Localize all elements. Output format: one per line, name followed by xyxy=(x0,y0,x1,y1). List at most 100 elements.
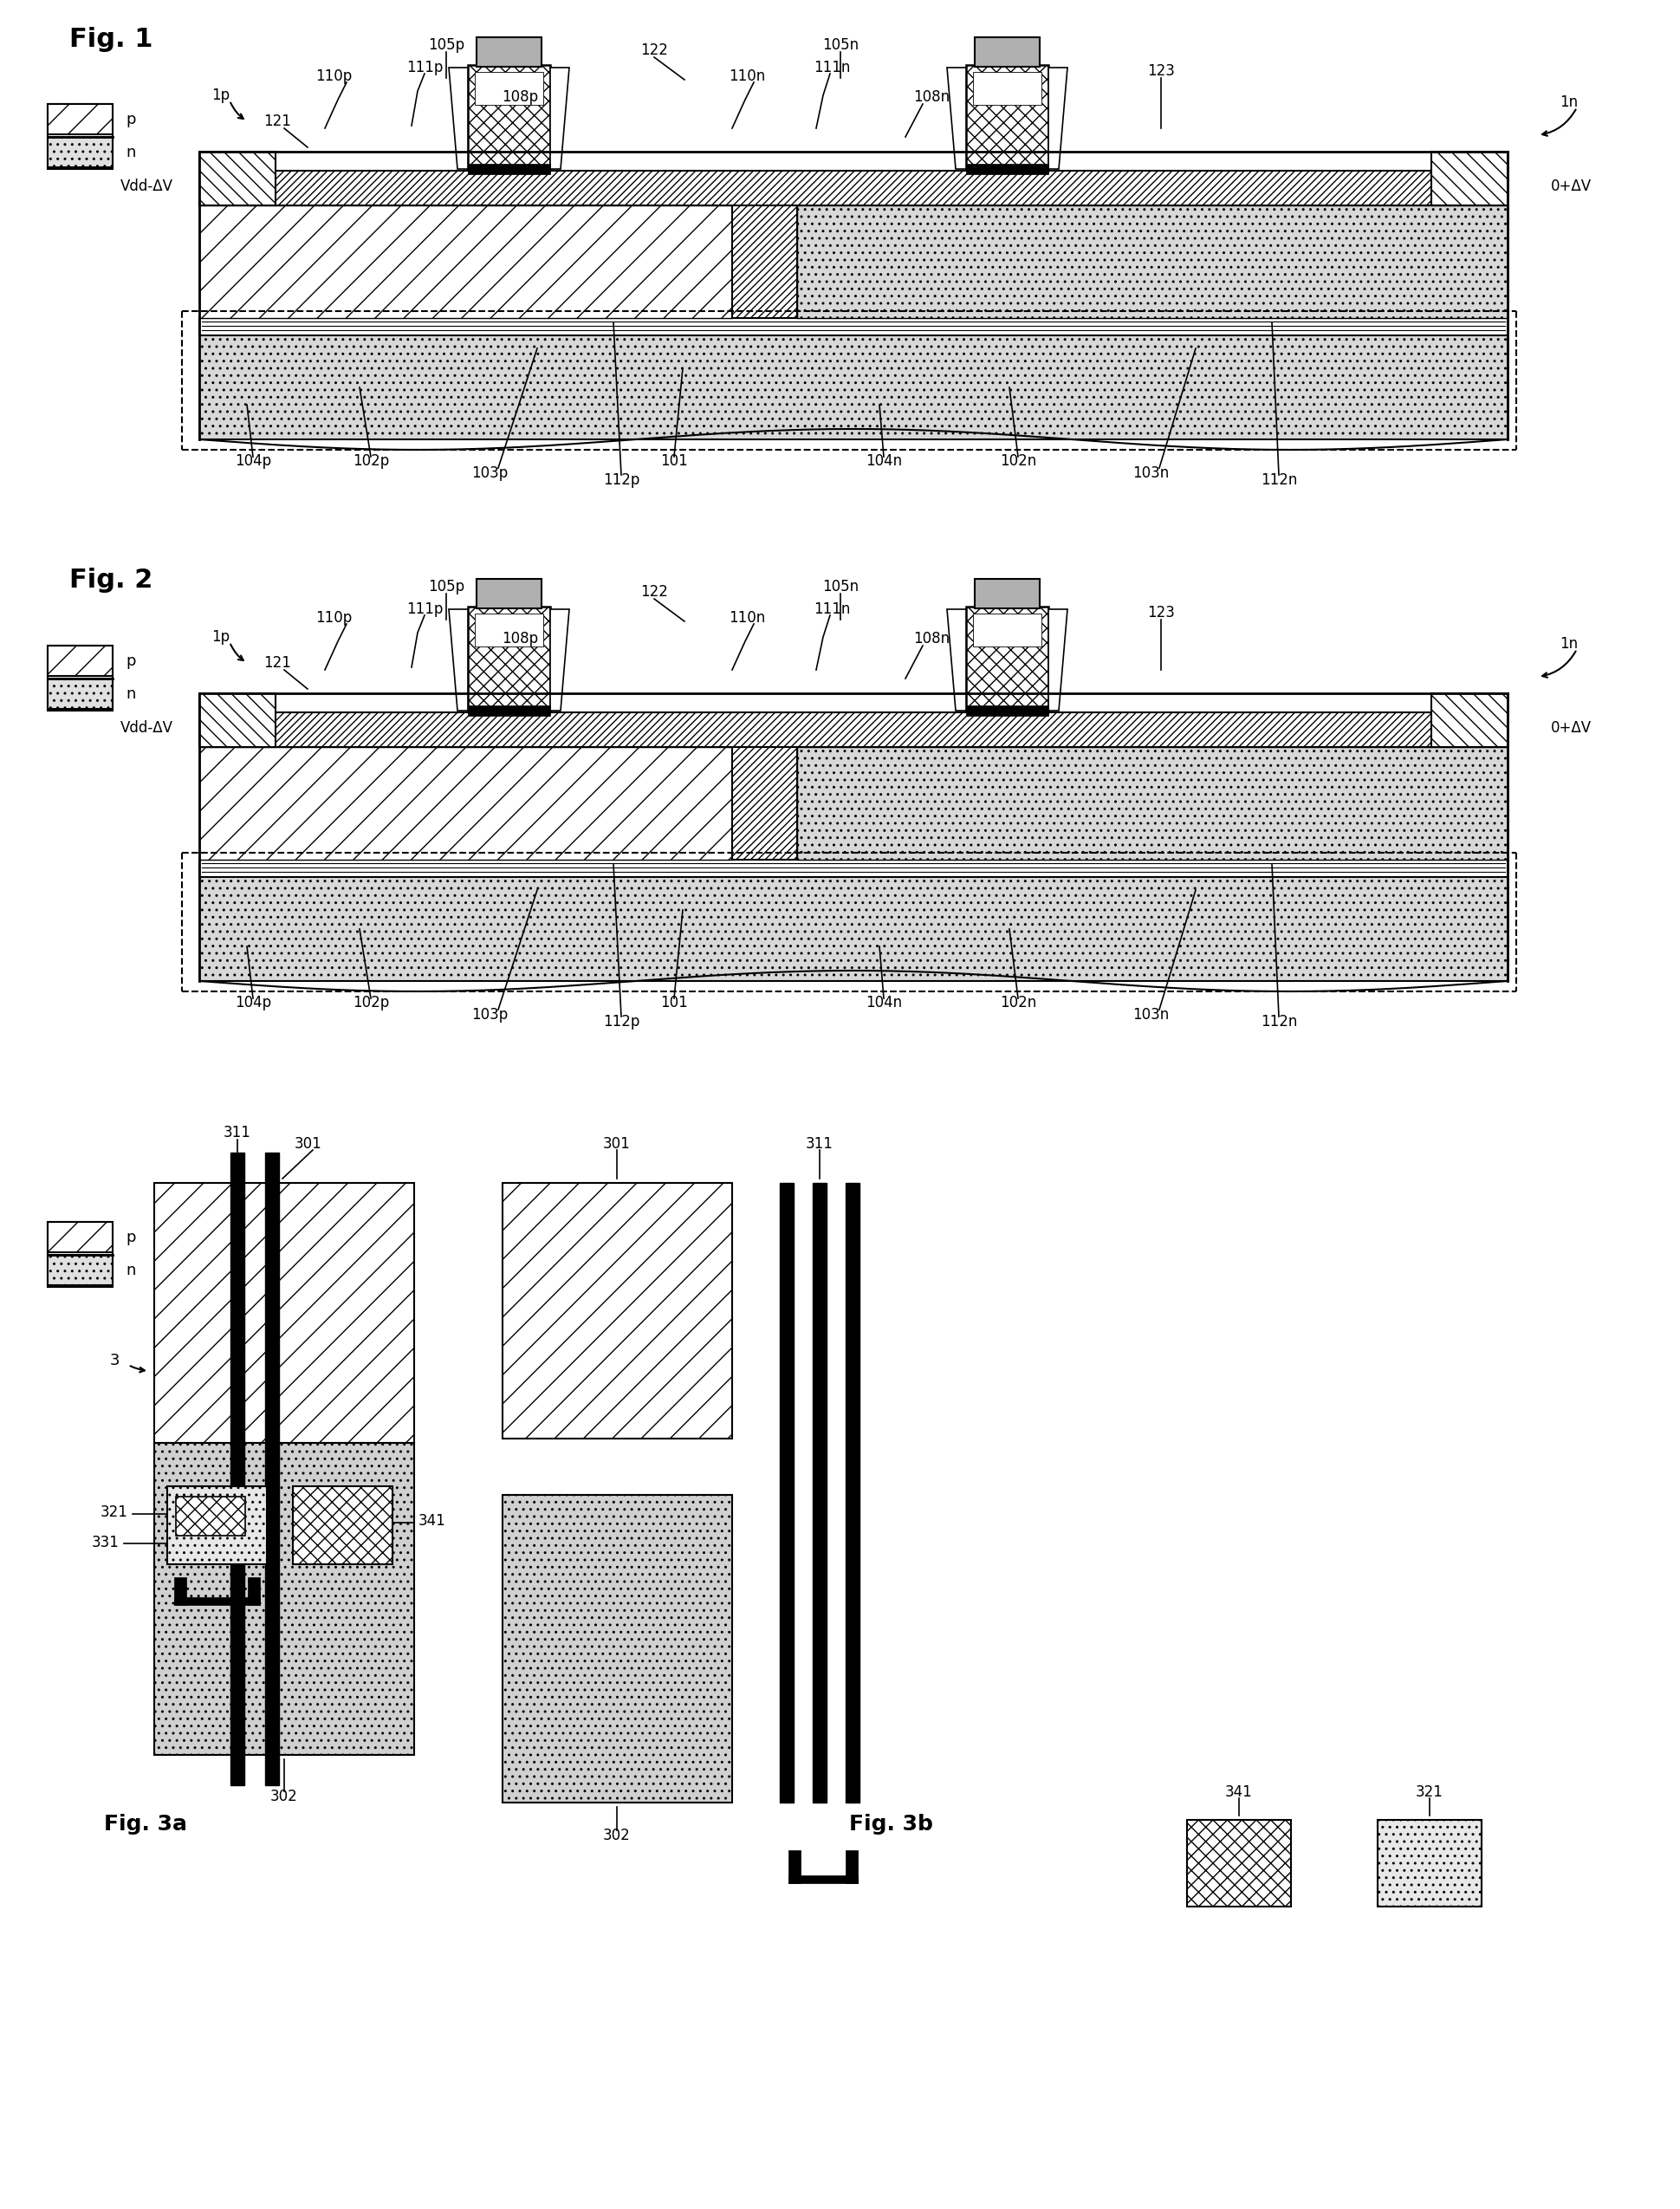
Polygon shape xyxy=(449,610,467,711)
Bar xyxy=(200,205,732,318)
Bar xyxy=(47,678,113,709)
Text: 122: 122 xyxy=(640,583,667,599)
Bar xyxy=(1378,1820,1480,1906)
Bar xyxy=(502,1184,732,1438)
Bar xyxy=(502,1495,732,1803)
Polygon shape xyxy=(946,610,966,711)
Bar xyxy=(200,859,1507,877)
Text: p: p xyxy=(126,1230,136,1246)
Text: Vdd-ΔV: Vdd-ΔV xyxy=(121,720,173,736)
Bar xyxy=(474,73,543,104)
Text: 1n: 1n xyxy=(1559,636,1578,652)
Bar xyxy=(47,1222,113,1253)
Bar xyxy=(47,645,113,676)
Text: 105n: 105n xyxy=(822,579,858,594)
Bar xyxy=(1186,1820,1290,1906)
Text: 112n: 112n xyxy=(1260,473,1297,488)
Text: Fig. 1: Fig. 1 xyxy=(69,27,153,51)
Polygon shape xyxy=(946,68,966,170)
Text: 1p: 1p xyxy=(212,88,230,104)
Bar xyxy=(845,1851,857,1882)
Bar xyxy=(796,205,1507,318)
Bar xyxy=(474,614,543,647)
Text: p: p xyxy=(126,113,136,128)
Bar xyxy=(966,607,1048,711)
Text: n: n xyxy=(126,1264,136,1279)
Bar xyxy=(47,1255,113,1286)
Bar xyxy=(732,747,796,859)
Text: 1p: 1p xyxy=(212,630,230,645)
Bar xyxy=(47,104,113,135)
Text: 103p: 103p xyxy=(470,1007,507,1023)
Text: n: n xyxy=(126,146,136,161)
Text: 121: 121 xyxy=(264,113,291,128)
Bar xyxy=(200,318,1507,336)
Bar xyxy=(47,104,113,170)
Bar xyxy=(467,64,549,170)
Bar xyxy=(247,1577,260,1606)
Text: 301: 301 xyxy=(603,1135,630,1151)
Text: 0+ΔV: 0+ΔV xyxy=(1551,179,1591,194)
Text: 102n: 102n xyxy=(1000,453,1037,468)
Text: 105p: 105p xyxy=(428,38,464,53)
Text: 123: 123 xyxy=(1147,605,1174,621)
Text: 103p: 103p xyxy=(470,466,507,482)
Text: Fig. 3b: Fig. 3b xyxy=(848,1814,932,1836)
Bar xyxy=(200,711,1507,747)
Text: 103n: 103n xyxy=(1132,1007,1168,1023)
Text: 102p: 102p xyxy=(353,453,390,468)
Text: 104n: 104n xyxy=(865,994,902,1010)
Text: 108n: 108n xyxy=(912,632,949,647)
Bar xyxy=(155,1184,413,1442)
Text: 301: 301 xyxy=(294,1135,323,1151)
Bar xyxy=(230,1153,244,1785)
Bar xyxy=(47,645,113,711)
Bar xyxy=(732,205,796,318)
Bar xyxy=(47,645,113,676)
Bar xyxy=(973,614,1042,647)
Text: 122: 122 xyxy=(640,42,667,57)
Text: 302: 302 xyxy=(603,1827,630,1842)
Text: 331: 331 xyxy=(92,1535,119,1551)
Bar xyxy=(200,152,276,205)
Text: 101: 101 xyxy=(660,994,687,1010)
Text: 111p: 111p xyxy=(407,601,442,616)
Text: 3: 3 xyxy=(109,1352,119,1367)
Polygon shape xyxy=(1048,610,1067,711)
Text: 105n: 105n xyxy=(822,38,858,53)
Polygon shape xyxy=(549,68,570,170)
Text: 108p: 108p xyxy=(501,88,538,104)
Bar xyxy=(47,678,113,709)
Bar xyxy=(265,1153,279,1785)
Text: 104p: 104p xyxy=(235,453,270,468)
Text: 311: 311 xyxy=(805,1135,833,1151)
Text: 341: 341 xyxy=(418,1513,445,1529)
Bar xyxy=(200,694,276,747)
Bar xyxy=(788,1851,800,1882)
Text: 321: 321 xyxy=(1415,1785,1443,1800)
Bar xyxy=(467,705,549,716)
Text: 104p: 104p xyxy=(235,994,270,1010)
Text: 101: 101 xyxy=(660,453,687,468)
Text: 341: 341 xyxy=(1225,1785,1252,1800)
Polygon shape xyxy=(1048,68,1067,170)
Bar xyxy=(47,1222,113,1253)
Bar xyxy=(155,1442,413,1754)
Text: 112p: 112p xyxy=(603,473,640,488)
Text: 110n: 110n xyxy=(727,610,764,625)
Bar xyxy=(176,1498,245,1535)
Text: 0+ΔV: 0+ΔV xyxy=(1551,720,1591,736)
Text: 302: 302 xyxy=(270,1789,297,1805)
Text: 110p: 110p xyxy=(316,610,351,625)
Polygon shape xyxy=(449,68,467,170)
Bar xyxy=(845,1184,858,1803)
Bar xyxy=(166,1487,267,1564)
Text: 111n: 111n xyxy=(813,601,850,616)
Bar xyxy=(1431,694,1507,747)
Text: Fig. 3a: Fig. 3a xyxy=(104,1814,186,1836)
Bar xyxy=(47,137,113,168)
Bar xyxy=(47,1255,113,1286)
Bar xyxy=(47,137,113,168)
Polygon shape xyxy=(549,610,570,711)
Text: 121: 121 xyxy=(264,656,291,672)
